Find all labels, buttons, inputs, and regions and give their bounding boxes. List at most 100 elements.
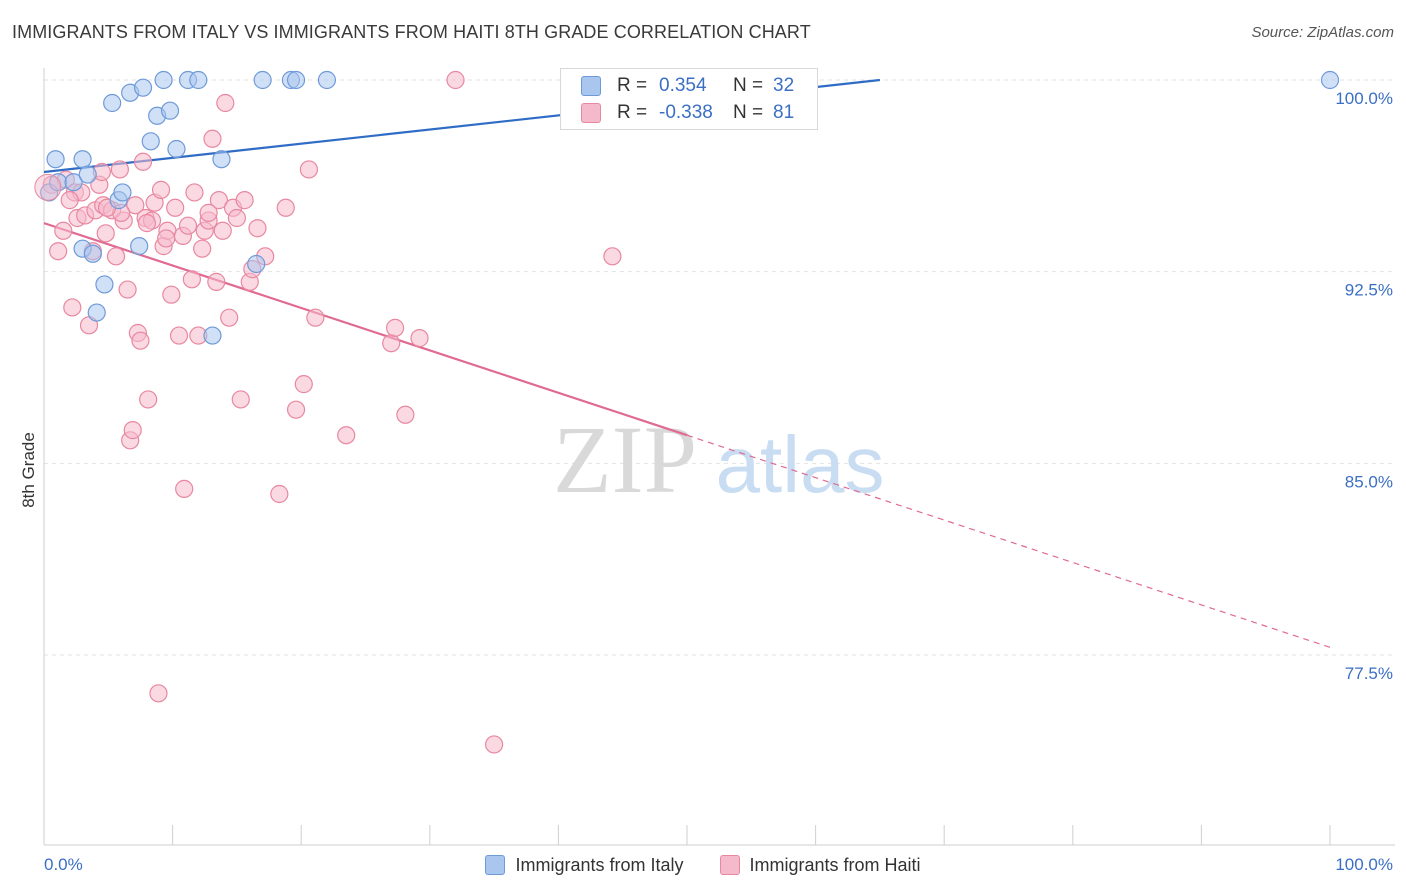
point-haiti-68 xyxy=(382,334,401,353)
y-axis-label: 8th Grade xyxy=(19,432,38,508)
x-tick-label-1: 100.0% xyxy=(1335,855,1393,874)
point-haiti-74 xyxy=(603,247,622,266)
point-haiti-63 xyxy=(286,400,306,419)
point-haiti-56 xyxy=(235,191,254,210)
stats-legend-box: R = 0.354 N = 32 R = -0.338 N = 81 xyxy=(560,68,818,130)
point-italy-24 xyxy=(212,150,231,169)
point-haiti-78 xyxy=(60,191,79,210)
point-haiti-28 xyxy=(139,390,158,409)
tick-labels: 100.0% 92.5% 85.0% 77.5% 0.0% 100.0% xyxy=(44,89,1393,874)
point-italy-12 xyxy=(113,183,132,202)
point-italy-20 xyxy=(167,139,186,159)
point-italy-28 xyxy=(286,70,306,90)
haiti-r-label: R = xyxy=(617,102,648,123)
point-haiti-59 xyxy=(248,219,267,238)
point-italy-9 xyxy=(95,275,114,294)
point-haiti-69 xyxy=(385,318,405,337)
point-italy-26 xyxy=(253,70,272,90)
point-haiti-66 xyxy=(306,308,325,327)
point-haiti-40 xyxy=(178,216,198,235)
italy-n-value: 32 xyxy=(773,75,795,96)
point-italy-3 xyxy=(64,173,83,192)
point-haiti-49 xyxy=(209,191,228,210)
data-points xyxy=(34,70,1340,754)
point-haiti-80 xyxy=(137,214,156,233)
italy-swatch xyxy=(581,76,601,96)
point-haiti-22 xyxy=(123,421,142,440)
trend-line-haiti xyxy=(43,222,688,437)
point-italy-16 xyxy=(141,132,160,151)
point-italy-29 xyxy=(317,70,337,90)
point-haiti-36 xyxy=(166,198,185,217)
y-tick-label-0: 100.0% xyxy=(1335,89,1393,108)
point-italy-25 xyxy=(247,254,266,274)
italy-n-label: N = xyxy=(733,75,764,96)
chart-legend: Immigrants from Italy Immigrants from Ha… xyxy=(0,850,1406,880)
point-haiti-1 xyxy=(49,242,68,261)
haiti-n-value: 81 xyxy=(773,102,795,123)
italy-r-value: 0.354 xyxy=(659,75,707,96)
stats-row-haiti: R = -0.338 N = 81 xyxy=(581,100,794,126)
point-italy-8 xyxy=(87,303,106,322)
point-haiti-17 xyxy=(106,247,126,266)
point-haiti-18 xyxy=(110,160,129,179)
chart-title: IMMIGRANTS FROM ITALY VS IMMIGRANTS FROM… xyxy=(12,22,811,42)
legend-swatch-haiti xyxy=(719,855,740,875)
source-label: Source: ZipAtlas.com xyxy=(1251,24,1394,41)
stats-row-italy: R = 0.354 N = 32 xyxy=(581,73,794,99)
point-haiti-31 xyxy=(149,684,168,703)
grid-lines xyxy=(44,79,1395,656)
y-tick-label-3: 77.5% xyxy=(1345,664,1393,683)
point-haiti-75 xyxy=(199,203,218,222)
point-haiti-25 xyxy=(131,331,150,350)
point-haiti-37 xyxy=(169,326,189,345)
watermark-atlas: atlas xyxy=(716,420,885,509)
point-haiti-4 xyxy=(63,298,82,317)
point-italy-10 xyxy=(103,93,122,113)
watermark-zip: ZIP xyxy=(553,406,697,513)
point-haiti-65 xyxy=(299,160,319,179)
italy-r-label: R = xyxy=(617,75,648,96)
point-haiti-41 xyxy=(182,270,201,289)
point-italy-6 xyxy=(78,165,97,184)
trend-lines xyxy=(43,78,1331,648)
haiti-n-label: N = xyxy=(733,102,764,123)
point-italy-19 xyxy=(160,101,180,120)
point-italy-14 xyxy=(130,237,149,256)
point-haiti-64 xyxy=(294,375,313,394)
point-italy-15 xyxy=(133,78,153,97)
point-haiti-73 xyxy=(485,735,504,754)
trend-line-haiti-extension xyxy=(686,434,1331,648)
point-haiti-62 xyxy=(276,198,295,217)
point-italy-7 xyxy=(83,244,102,263)
point-haiti-72 xyxy=(446,70,465,90)
legend-label-haiti: Immigrants from Haiti xyxy=(749,854,921,875)
haiti-swatch xyxy=(581,103,601,123)
point-haiti-39 xyxy=(175,479,194,498)
point-italy-23 xyxy=(203,326,222,345)
point-haiti-23 xyxy=(126,196,145,215)
point-haiti-50 xyxy=(213,221,232,240)
haiti-r-value: -0.338 xyxy=(659,102,713,123)
point-haiti-20 xyxy=(118,280,137,299)
point-haiti-2 xyxy=(54,221,73,240)
x-tick-label-0: 0.0% xyxy=(44,855,83,874)
point-haiti-cluster xyxy=(34,173,62,201)
point-italy-18 xyxy=(154,70,173,90)
point-haiti-76 xyxy=(157,229,176,248)
point-haiti-67 xyxy=(337,426,356,445)
point-haiti-48 xyxy=(207,272,226,291)
y-tick-label-2: 85.0% xyxy=(1345,472,1393,491)
legend-swatch-italy xyxy=(485,855,506,875)
point-haiti-61 xyxy=(270,484,289,504)
point-haiti-70 xyxy=(396,405,415,424)
legend-item-haiti[interactable]: Immigrants from Haiti xyxy=(719,854,921,876)
point-italy-5 xyxy=(73,150,92,169)
legend-item-italy[interactable]: Immigrants from Italy xyxy=(485,855,684,876)
point-haiti-44 xyxy=(193,239,212,258)
point-haiti-32 xyxy=(151,180,171,199)
point-haiti-26 xyxy=(133,152,153,171)
point-haiti-47 xyxy=(203,129,222,148)
point-haiti-42 xyxy=(185,183,204,202)
